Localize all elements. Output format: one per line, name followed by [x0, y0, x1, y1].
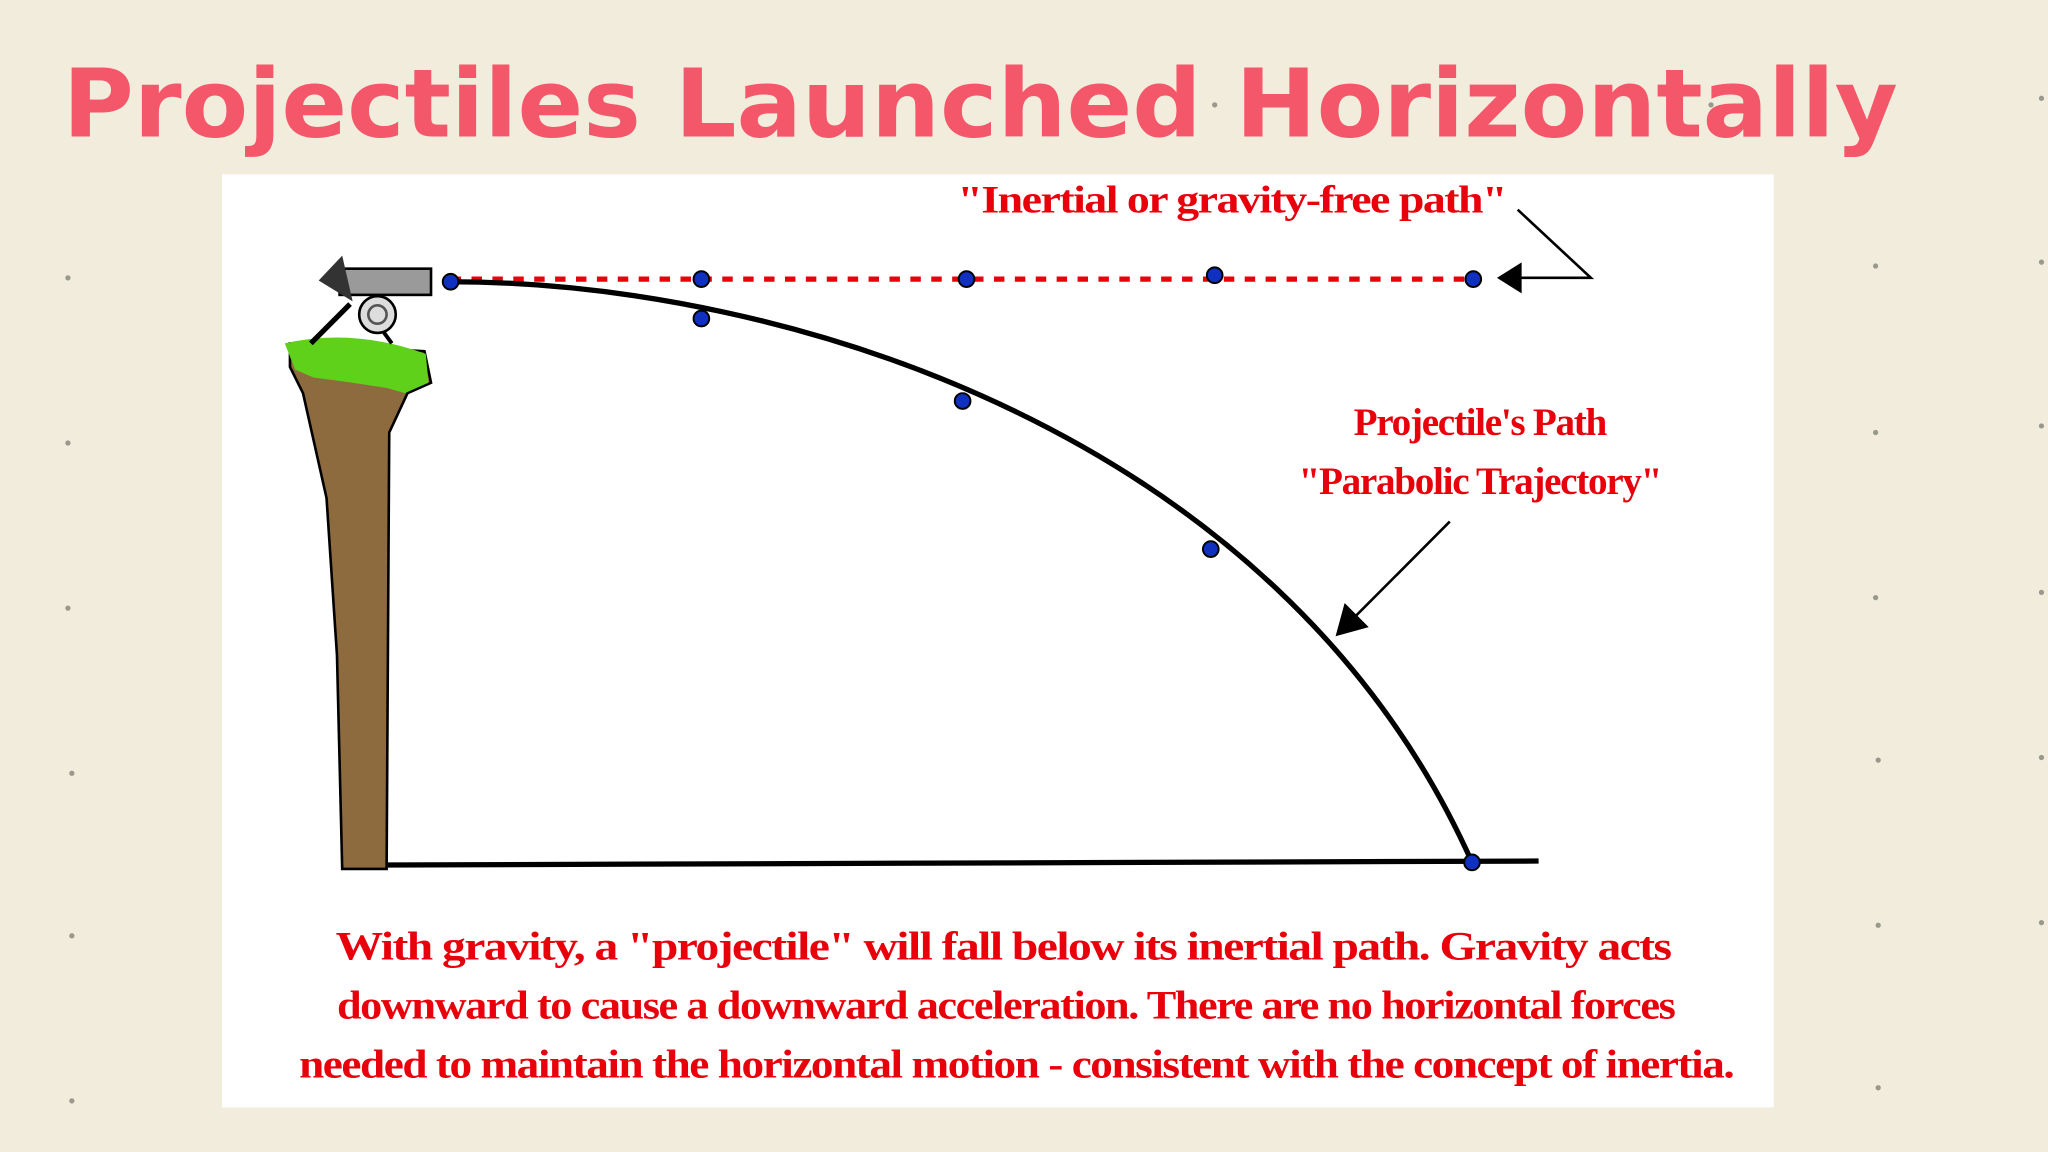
caption-line: With gravity, a "projectile" will fall b…	[336, 923, 1671, 968]
path-label: Projectile's Path	[1354, 401, 1608, 444]
cannon	[309, 255, 433, 346]
position-dots	[441, 266, 1483, 872]
cliff-grass	[284, 337, 429, 394]
diagram-panel	[222, 174, 1774, 1108]
ground	[387, 858, 1539, 868]
inertial-label: "Inertial or gravity-free path"	[957, 178, 1506, 221]
arrows	[1335, 208, 1595, 637]
parabolic-path	[450, 279, 1475, 864]
background-dots	[65, 95, 2045, 1104]
path-label: "Parabolic Trajectory"	[1299, 460, 1662, 503]
caption-line: downward to cause a downward acceleratio…	[337, 982, 1675, 1027]
slide-title: Projectiles Launched Horizontally	[63, 50, 1898, 159]
caption-line: needed to maintain the horizontal motion…	[299, 1041, 1733, 1086]
cliff	[288, 341, 433, 871]
